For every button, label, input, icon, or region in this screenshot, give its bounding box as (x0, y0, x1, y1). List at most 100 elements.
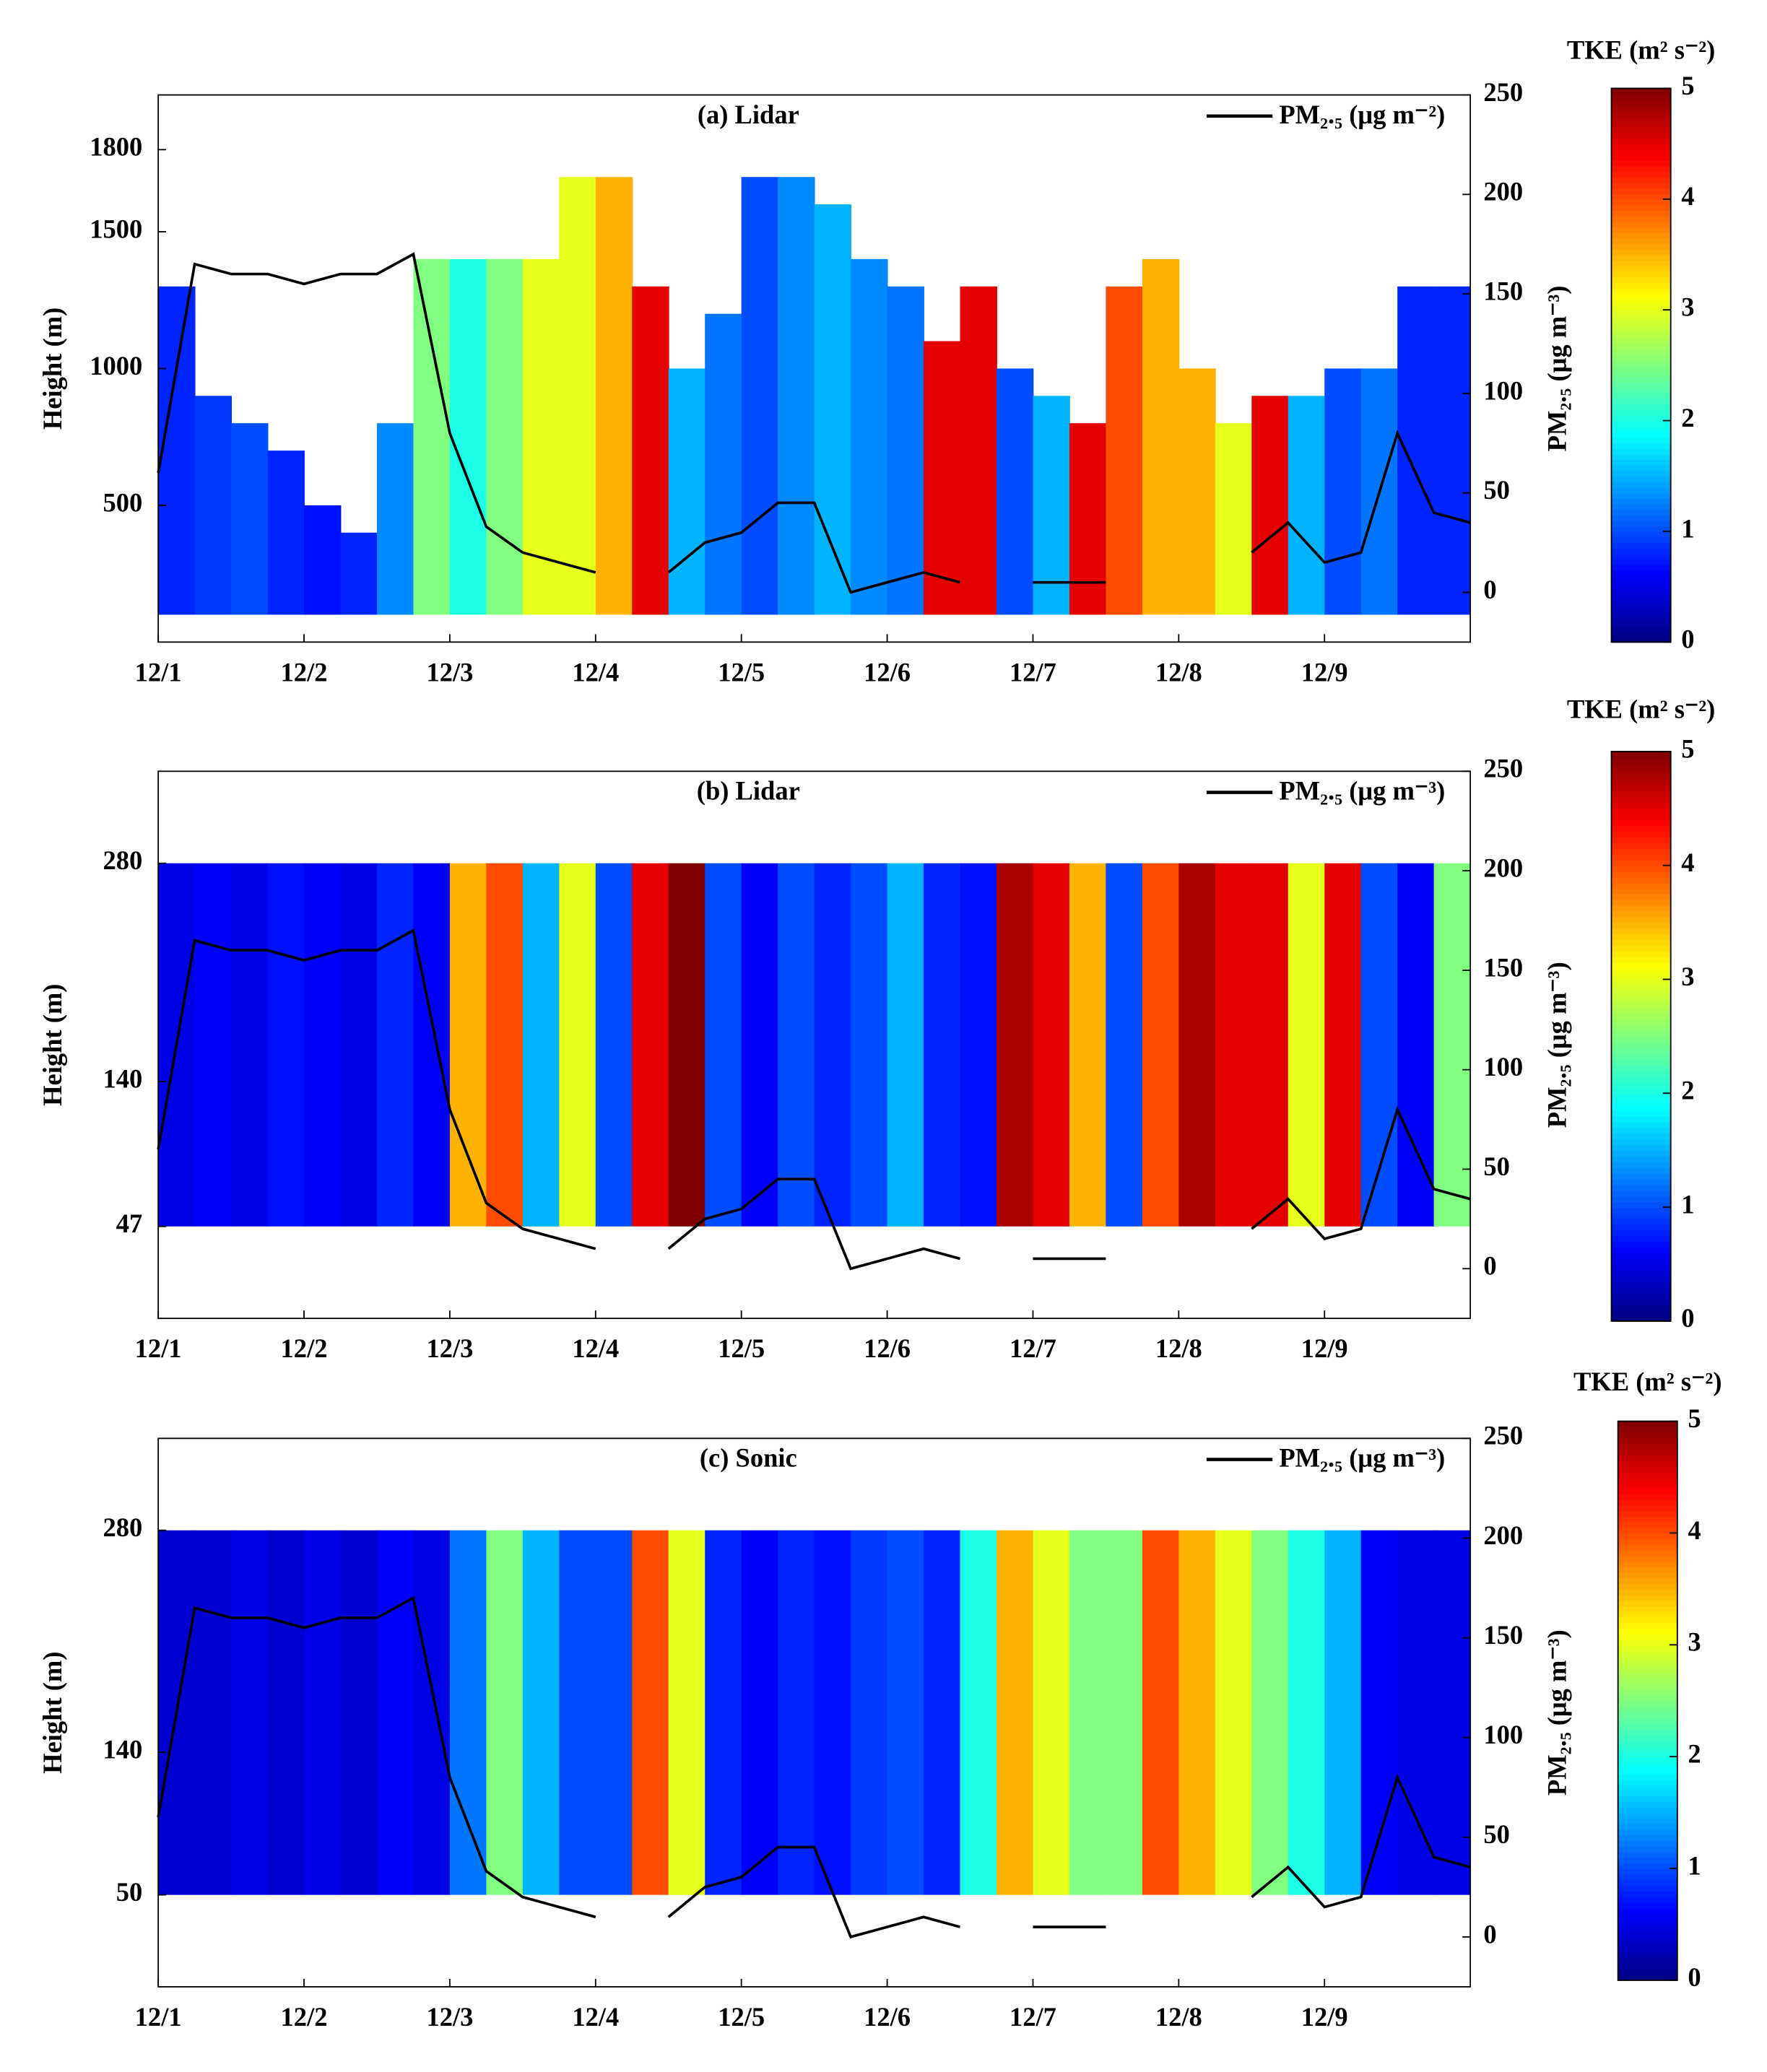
x-tick-label: 12/4 (572, 1333, 619, 1363)
colorbar-segment (1611, 188, 1671, 195)
colorbar-segment (1611, 865, 1671, 872)
colorbar-segment (1618, 1694, 1677, 1702)
colorbar-segment (1611, 277, 1671, 283)
heat-cell (1251, 396, 1289, 615)
colorbar-segment (1611, 825, 1671, 832)
colorbar-segment (1611, 110, 1671, 117)
colorbar-segment (1618, 1482, 1677, 1489)
colorbar-segment (1611, 282, 1671, 289)
colorbar-segment (1611, 387, 1671, 394)
colorbar-segment (1618, 1488, 1677, 1495)
colorbar-tick-label: 5 (1681, 734, 1694, 763)
colorbar-segment (1611, 625, 1671, 632)
colorbar-segment (1611, 326, 1671, 333)
colorbar-segment (1618, 1700, 1677, 1707)
heat-cell (158, 286, 196, 615)
colorbar-segment (1618, 1437, 1677, 1445)
colorbar-segment (1611, 580, 1671, 588)
colorbar-segment (1611, 492, 1671, 499)
colorbar-segment (1611, 609, 1671, 615)
x-tick-label: 12/2 (281, 1333, 328, 1363)
colorbar-segment (1611, 1030, 1671, 1037)
y-tick-label: 47 (116, 1209, 143, 1238)
colorbar-segment (1611, 393, 1671, 399)
colorbar-segment (1611, 808, 1671, 815)
colorbar-segment (1618, 1885, 1677, 1892)
y2-tick-label: 150 (1483, 1620, 1523, 1650)
colorbar-segment (1611, 900, 1671, 906)
colorbar-segment (1611, 985, 1671, 992)
colorbar-segment (1611, 138, 1671, 144)
y2-tick-label: 100 (1483, 1052, 1523, 1081)
colorbar-segment (1611, 1184, 1671, 1191)
colorbar-segment (1611, 819, 1671, 827)
x-tick-label: 12/7 (1010, 1333, 1056, 1363)
heat-cell (376, 423, 414, 615)
x-tick-label: 12/7 (1010, 657, 1056, 687)
colorbar-segment (1611, 376, 1671, 383)
colorbar-segment (1611, 310, 1671, 316)
x-tick-label: 12/6 (864, 2002, 911, 2032)
colorbar-segment (1618, 1890, 1677, 1897)
colorbar-segment (1611, 404, 1671, 411)
colorbar-segment (1611, 304, 1671, 311)
x-tick-label: 12/7 (1010, 2002, 1056, 2032)
colorbar-segment (1618, 1795, 1677, 1803)
colorbar-segment (1611, 1167, 1671, 1174)
colorbar-segment (1611, 1024, 1671, 1032)
colorbar-segment (1611, 1053, 1671, 1060)
colorbar-segment (1611, 243, 1671, 250)
colorbar-segment (1611, 227, 1671, 233)
x-tick-label: 12/2 (281, 2002, 328, 2032)
colorbar-segment (1618, 1555, 1677, 1562)
colorbar-segment (1618, 1846, 1677, 1853)
colorbar-segment (1611, 481, 1671, 488)
colorbar-segment (1611, 922, 1671, 929)
colorbar-segment (1618, 1455, 1677, 1461)
colorbar-segment (1611, 1139, 1671, 1146)
colorbar-tick-label: 1 (1681, 513, 1694, 543)
colorbar-segment (1611, 254, 1671, 261)
heat-cell (522, 1530, 560, 1895)
y2-tick-label: 200 (1483, 853, 1523, 882)
heat-cell (559, 863, 596, 1227)
heat-cell (1069, 863, 1107, 1227)
colorbar-segment (1611, 1087, 1671, 1094)
colorbar-segment (1618, 1622, 1677, 1629)
colorbar-segment (1611, 144, 1671, 150)
y-tick-label: 140 (103, 1063, 142, 1093)
colorbar-segment (1618, 1739, 1677, 1746)
colorbar-segment (1618, 1527, 1677, 1534)
colorbar-segment (1611, 315, 1671, 322)
x-tick-label: 12/4 (572, 2002, 619, 2032)
heat-cell (960, 863, 997, 1227)
heat-cell (1033, 1530, 1070, 1895)
colorbar-segment (1618, 1549, 1677, 1557)
colorbar-segment (1618, 1896, 1677, 1903)
y-tick-label: 1500 (90, 214, 142, 243)
heatmap (158, 863, 1471, 1227)
y2-axis-label: PM₂.₅ (μg m⁻³) (1542, 1629, 1572, 1795)
colorbar-segment (1611, 177, 1671, 183)
colorbar-segment (1618, 1684, 1677, 1691)
colorbar-segment (1611, 409, 1671, 416)
heatmap (158, 177, 1471, 615)
x-tick-label: 12/5 (718, 1333, 765, 1363)
colorbar-segment (1611, 210, 1671, 217)
colorbar-segment (1611, 939, 1671, 946)
colorbar-segment (1618, 1706, 1677, 1713)
y2-tick-label: 0 (1483, 1919, 1496, 1949)
colorbar-segment (1618, 1790, 1677, 1797)
colorbar-segment (1618, 1471, 1677, 1478)
colorbar-segment (1611, 453, 1671, 461)
heat-cell (1433, 1530, 1471, 1895)
heat-cell (996, 863, 1034, 1227)
heat-cell (304, 505, 342, 615)
colorbar-segment (1611, 437, 1671, 444)
colorbar-segment (1618, 1824, 1677, 1830)
heat-cell (1324, 1530, 1362, 1895)
heat-cell (304, 863, 342, 1227)
colorbar-segment (1611, 370, 1671, 378)
colorbar-tick-label: 1 (1688, 1850, 1701, 1880)
heat-cell (924, 863, 961, 1227)
